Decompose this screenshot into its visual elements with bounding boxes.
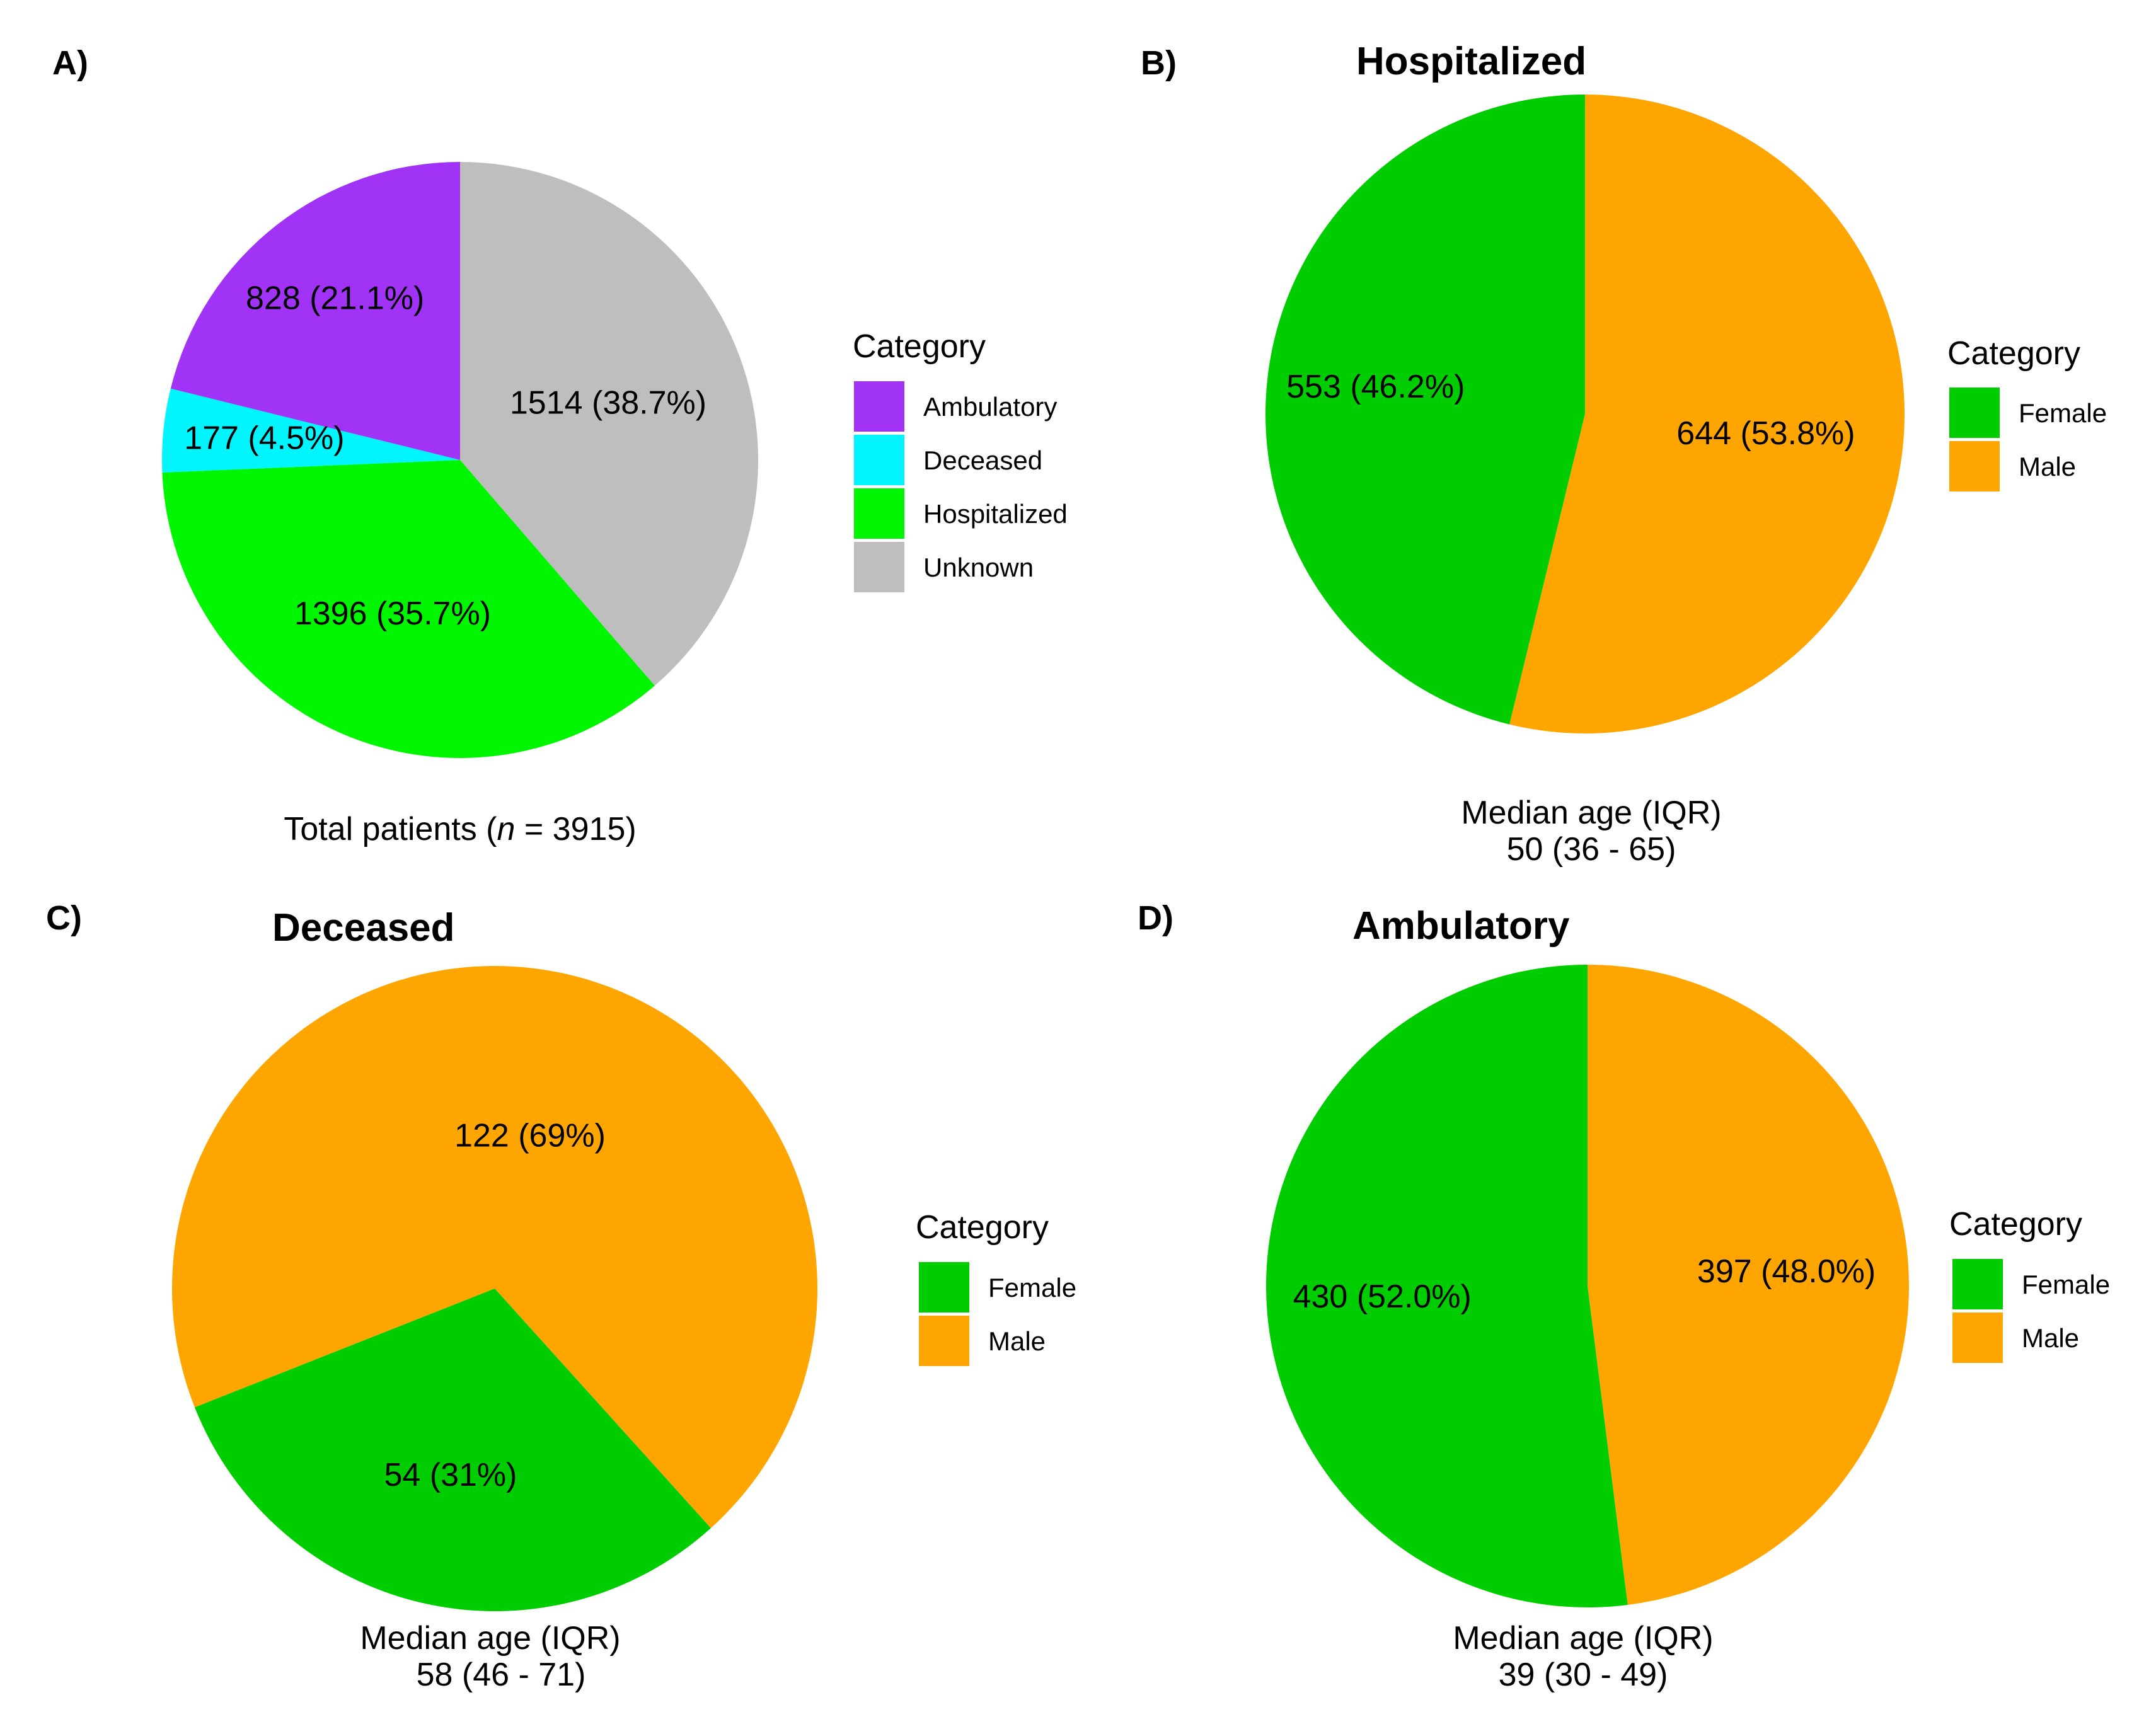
panel-d-legend-key-female: [1952, 1259, 2003, 1309]
panel-a-legend-label-unknown: Unknown: [923, 553, 1034, 582]
panel-c-label: C): [46, 899, 82, 937]
panel-d-pie: 397 (48.0%) 430 (52.0%): [1265, 965, 1909, 1607]
panel-b-legend: Category Female Male: [1947, 335, 2107, 491]
panel-a-slice-ambulatory: [170, 162, 460, 460]
panel-d-legend: Category Female Male: [1949, 1206, 2110, 1363]
panel-c-legend: Category Female Male: [916, 1209, 1076, 1366]
panel-a-slice-label-unknown: 1514 (38.7%): [510, 384, 706, 421]
panel-c-legend-label-female: Female: [988, 1273, 1076, 1302]
panel-c-legend-label-male: Male: [988, 1326, 1046, 1356]
panel-c-legend-key-male: [919, 1316, 969, 1366]
panel-a-caption: Total patients (n = 3915): [284, 811, 636, 847]
panel-b-pie: 644 (53.8%) 553 (46.2%): [1265, 94, 1905, 733]
panel-a-legend-label-ambulatory: Ambulatory: [923, 392, 1057, 422]
panel-a-slice-label-hospitalized: 1396 (35.7%): [294, 595, 491, 632]
panel-c: C) Deceased 122 (69%) 54 (31%) Median age…: [46, 899, 1076, 1693]
panel-b-slice-male: [1509, 95, 1905, 733]
panel-a-slice-hospitalized: [162, 460, 655, 758]
panel-b-legend-label-male: Male: [2019, 452, 2076, 481]
panel-b-caption-line2: 50 (36 - 65): [1507, 831, 1676, 868]
panel-c-title: Deceased: [272, 906, 455, 950]
panel-b-legend-key-male: [1949, 441, 2000, 491]
panel-a-legend-key-ambulatory: [854, 381, 904, 432]
panel-c-legend-key-female: [919, 1262, 969, 1313]
panel-d-slice-label-female: 430 (52.0%): [1293, 1278, 1472, 1315]
panel-b-slice-female: [1265, 94, 1585, 725]
panel-a-slice-label-ambulatory: 828 (21.1%): [246, 280, 424, 317]
panel-c-caption-line1: Median age (IQR): [360, 1620, 620, 1657]
panel-a-pie: 1514 (38.7%) 1396 (35.7%) 177 (4.5%) 828 (2…: [162, 162, 758, 758]
panel-a-slice-label-deceased: 177 (4.5%): [184, 420, 344, 457]
panel-c-caption-line2: 58 (46 - 71): [417, 1657, 586, 1693]
panel-c-slice-label-female: 54 (31%): [384, 1457, 517, 1493]
panel-c-slice-label-male: 122 (69%): [454, 1117, 606, 1154]
panel-a-legend-key-unknown: [854, 542, 904, 592]
panel-d-legend-label-female: Female: [2022, 1270, 2110, 1299]
panel-d-slice-female: [1265, 965, 1628, 1607]
panel-b-legend-title: Category: [1947, 335, 2080, 372]
panel-d-legend-key-male: [1952, 1313, 2003, 1363]
panel-c-pie: 122 (69%) 54 (31%): [172, 966, 817, 1611]
panel-d-legend-title: Category: [1949, 1206, 2082, 1243]
panel-a-legend-title: Category: [853, 328, 986, 365]
panel-b-legend-key-female: [1949, 388, 2000, 438]
panel-d-caption-line2: 39 (30 - 49): [1499, 1657, 1668, 1693]
panel-c-slice-female: [194, 1289, 711, 1611]
panel-a-slice-unknown: [460, 162, 758, 686]
panel-b-label: B): [1141, 44, 1177, 82]
panel-b: B) Hospitalized 644 (53.8%) 553 (46.2%) M…: [1141, 40, 2107, 868]
panel-b-legend-label-female: Female: [2019, 398, 2107, 428]
panel-a-slice-deceased: [162, 388, 460, 473]
panel-d: D) Ambulatory 397 (48.0%) 430 (52.0%) Med…: [1138, 899, 2110, 1693]
panel-c-legend-title: Category: [916, 1209, 1049, 1246]
panel-d-legend-label-male: Male: [2022, 1323, 2079, 1353]
panel-a-caption-post: = 3915): [515, 811, 636, 847]
panel-b-slice-label-female: 553 (46.2%): [1286, 369, 1465, 405]
panel-d-title: Ambulatory: [1352, 904, 1570, 948]
panel-d-slice-label-male: 397 (48.0%): [1697, 1253, 1876, 1290]
panel-a-legend-key-hospitalized: [854, 488, 904, 539]
panel-b-caption-line1: Median age (IQR): [1461, 795, 1721, 831]
panel-a-legend-key-deceased: [854, 435, 904, 485]
panel-d-label: D): [1138, 899, 1173, 937]
panel-d-slice-male: [1588, 965, 1909, 1605]
panel-a-legend-label-deceased: Deceased: [923, 445, 1042, 475]
panel-a-legend: Category Ambulatory Deceased Hospitalize…: [853, 328, 1068, 592]
panel-a-caption-n: n: [497, 811, 516, 847]
panel-a: A) 1514 (38.7%) 1396 (35.7%) 177 (4.5%) 828…: [52, 44, 1068, 847]
panel-a-label: A): [52, 44, 88, 82]
panel-b-title: Hospitalized: [1356, 40, 1586, 83]
panel-a-caption-pre: Total patients (: [284, 811, 497, 847]
panel-a-legend-label-hospitalized: Hospitalized: [923, 499, 1068, 529]
panel-c-slice-male: [172, 966, 817, 1529]
panel-b-slice-label-male: 644 (53.8%): [1676, 415, 1855, 452]
panel-d-caption-line1: Median age (IQR): [1453, 1620, 1713, 1657]
